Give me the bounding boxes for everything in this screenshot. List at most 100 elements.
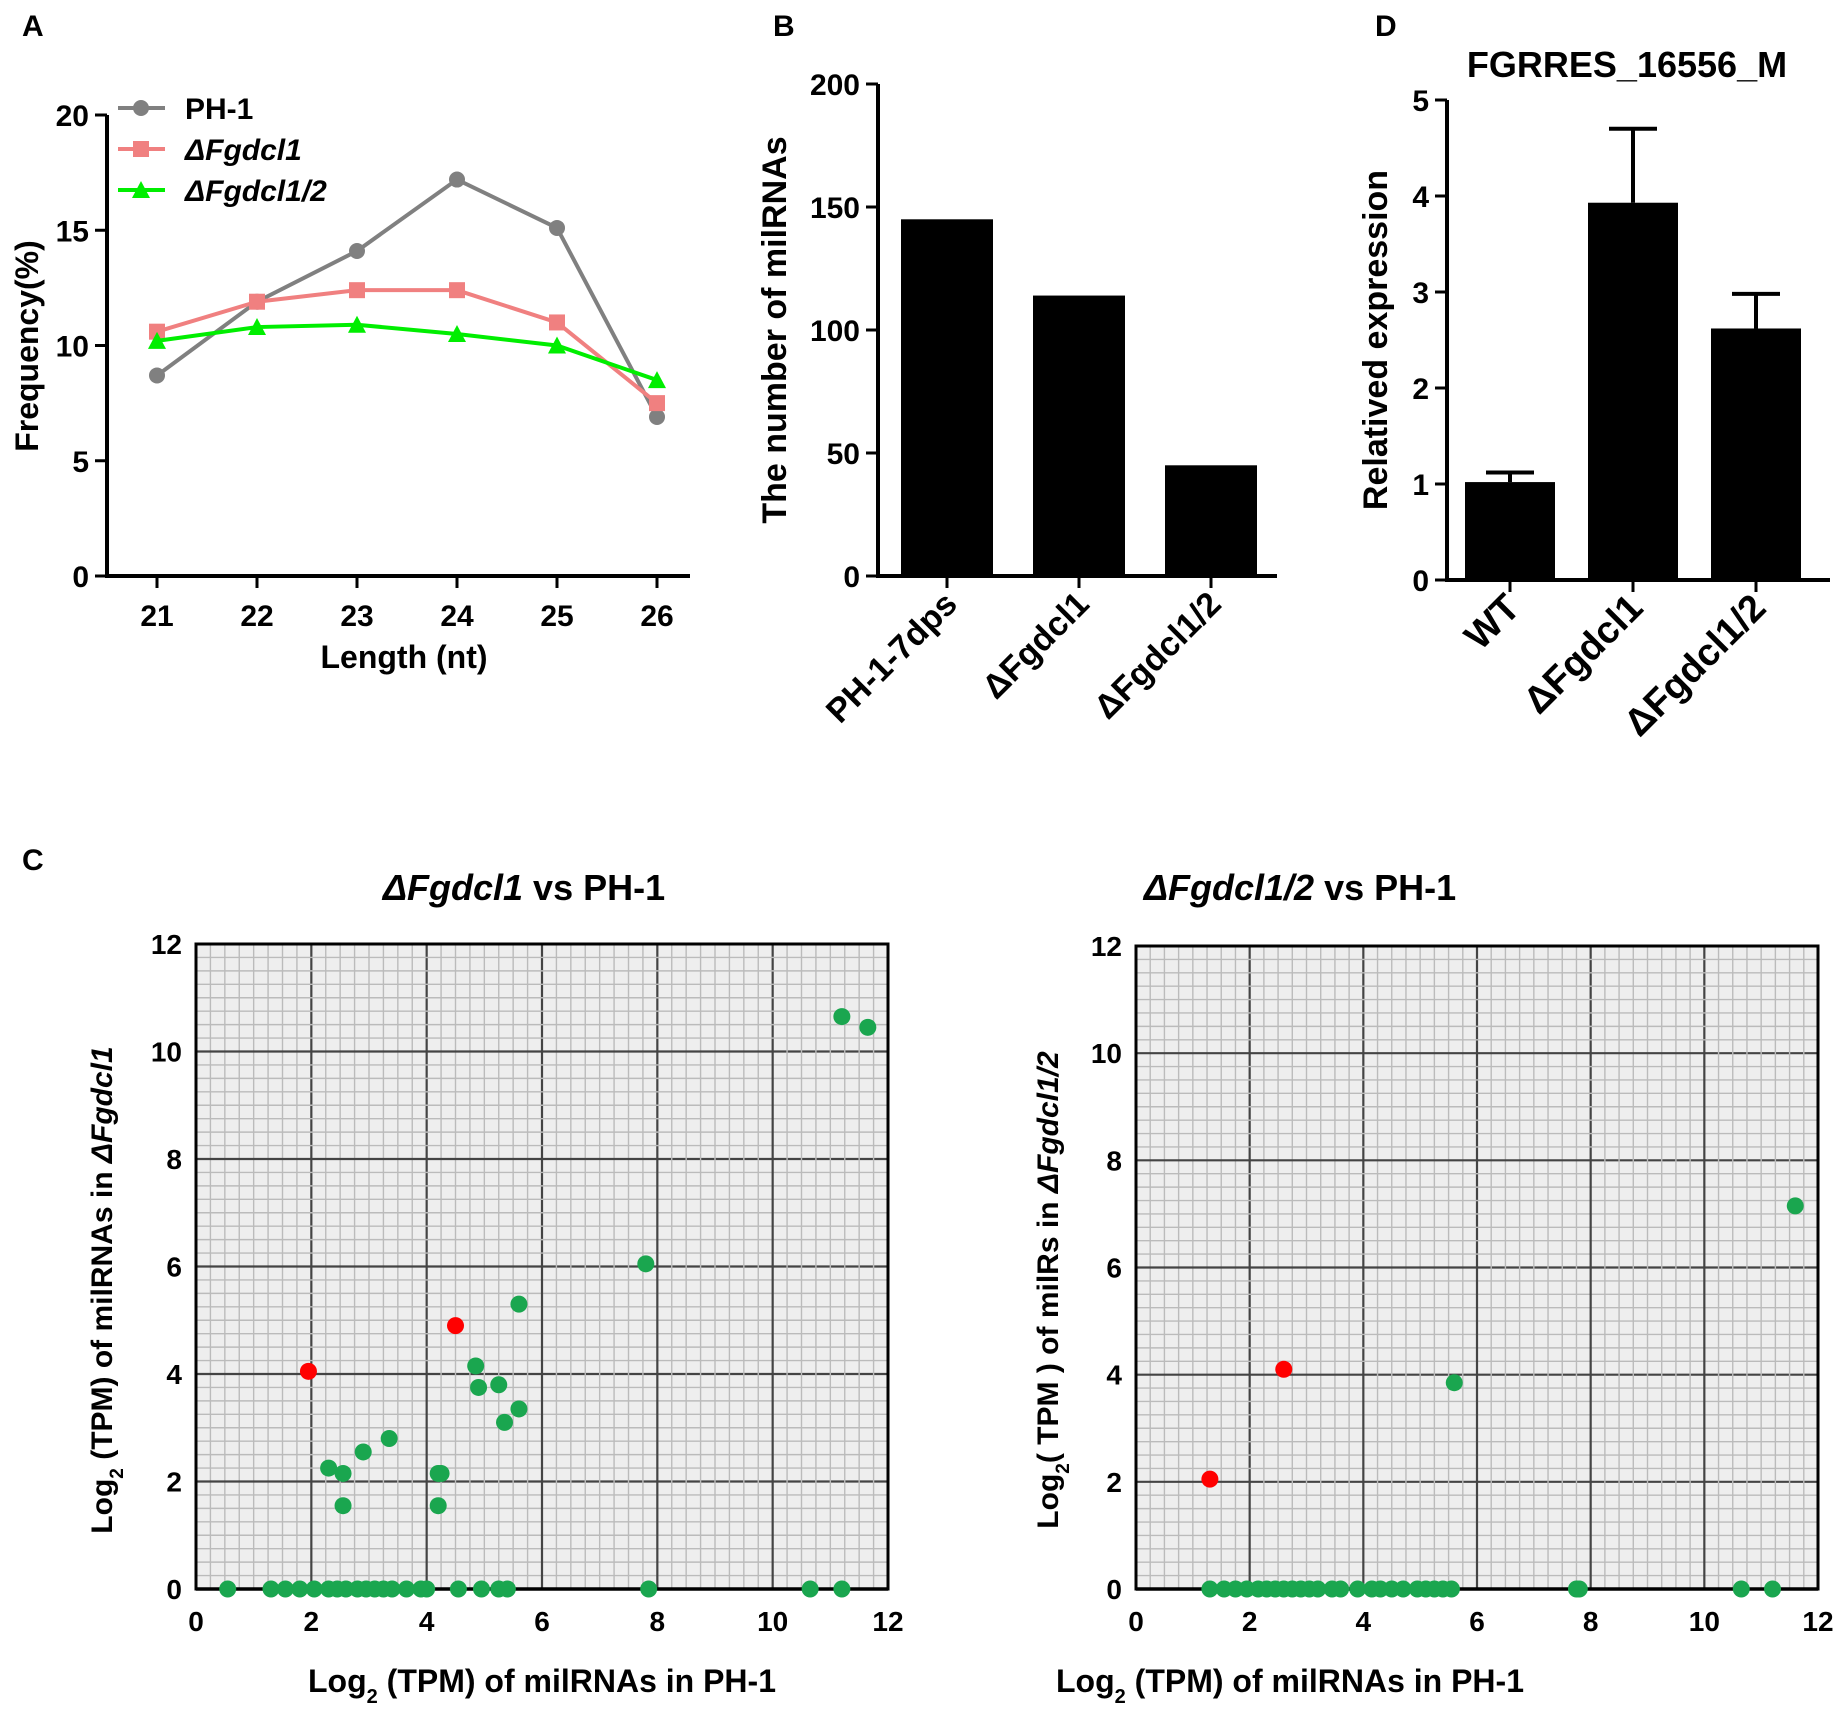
y-axis-title-prefix: (TPM) of milRNAs in — [86, 1163, 119, 1468]
scatter-point — [637, 1255, 655, 1273]
scatter-point — [472, 1580, 490, 1598]
scatter-point — [490, 1376, 508, 1394]
x-tick-label: 23 — [340, 600, 373, 633]
scatter-point — [833, 1008, 851, 1026]
y-tick-label: 10 — [151, 1037, 182, 1068]
scatter-point — [397, 1580, 415, 1598]
x-axis-title: Length (nt) — [320, 639, 487, 675]
x-tick-label: 10 — [757, 1606, 788, 1637]
scatter-point — [305, 1580, 323, 1598]
scatter-point — [833, 1580, 851, 1598]
y-tick-label: 4 — [1412, 181, 1429, 214]
bar — [1588, 202, 1678, 580]
scatter-point — [640, 1580, 658, 1598]
y-tick-label: 3 — [1412, 277, 1429, 310]
grid — [1134, 944, 1820, 1591]
scatter-point — [219, 1580, 237, 1598]
legend: PH-1 ΔFgdcl1 ΔFgdcl1/2 — [118, 93, 327, 208]
scatter-point — [291, 1580, 309, 1598]
x-tick-label: WT — [1457, 587, 1528, 658]
x-tick-label: 21 — [140, 600, 173, 633]
data-point — [149, 323, 165, 340]
panel-label-a: A — [22, 10, 44, 43]
points — [219, 1008, 877, 1598]
scatter-point — [354, 1443, 372, 1461]
scatter-point — [334, 1464, 352, 1482]
legend-label: ΔFgdcl1/2 — [184, 175, 327, 208]
data-point — [649, 408, 665, 425]
y-tick-label: 2 — [1106, 1467, 1122, 1498]
x-axis-title: Log2 (TPM) of milRNAs in PH-1 — [308, 1663, 776, 1708]
scatter-point — [467, 1357, 485, 1375]
y-tick-label: 1 — [1412, 469, 1429, 502]
scatter-point — [859, 1018, 877, 1036]
series-line — [156, 288, 659, 405]
y-axis-title: Frequency(%) — [9, 240, 45, 452]
legend-marker — [133, 100, 149, 116]
x-tick-label: 12 — [1802, 1606, 1833, 1637]
chart-title-italic: ΔFgdcl1/2 — [1142, 867, 1314, 908]
y-tick-label: 0 — [166, 1574, 182, 1605]
scatter-point — [470, 1378, 488, 1396]
ticks: 0 2 4 6 8 10 12 0 2 4 6 8 10 12 — [1091, 931, 1834, 1637]
scatter-point — [1442, 1580, 1460, 1598]
data-point — [548, 336, 566, 354]
data-point — [448, 324, 466, 342]
y-axis-title: The number of milRNAs — [756, 136, 794, 523]
data-point — [249, 293, 265, 310]
scatter-point — [320, 1459, 338, 1477]
y-axis-title-italic: ΔFgdcl1/2 — [1032, 1051, 1065, 1194]
data-point — [549, 314, 565, 331]
x-tick-label: 4 — [1356, 1606, 1372, 1637]
scatter-point-red — [299, 1362, 317, 1380]
bar — [1165, 465, 1257, 576]
y-tick-label: 15 — [56, 215, 89, 248]
chart-title: FGRRES_16556_M — [1467, 44, 1787, 85]
series-1 — [149, 171, 665, 425]
legend-marker — [132, 181, 150, 198]
scatter-point — [432, 1464, 450, 1482]
scatter-point — [334, 1497, 352, 1515]
y-tick-label: 12 — [1091, 931, 1122, 962]
y-tick-label: 4 — [1106, 1360, 1122, 1391]
scatter-point — [262, 1580, 280, 1598]
data-point — [449, 171, 465, 188]
x-tick-label: ΔFgdcl1/2 — [1087, 585, 1229, 727]
y-tick-label: 6 — [166, 1252, 182, 1283]
data-point — [549, 219, 565, 236]
y-tick-label: 0 — [1106, 1574, 1122, 1605]
bar — [1465, 482, 1555, 580]
y-axis-title: Log2 (TPM) of milRNAs in ΔFgdcl1 — [86, 1046, 128, 1533]
series-2 — [149, 282, 665, 412]
y-tick-label: 200 — [810, 69, 860, 102]
chart-title-rest: vs PH-1 — [1314, 867, 1456, 908]
x-tick-label: 6 — [1469, 1606, 1485, 1637]
ticks: 0 2 4 6 8 10 12 0 2 4 6 8 10 12 — [151, 929, 904, 1637]
y-tick-label: 5 — [72, 446, 89, 479]
scatter-point — [1332, 1580, 1350, 1598]
scatter-point — [1309, 1580, 1327, 1598]
scatter-point — [498, 1580, 516, 1598]
scatter-point — [801, 1580, 819, 1598]
series-line — [155, 177, 659, 418]
scatter-chart-c1: ΔFgdcl1 vs PH-1 0 2 4 6 8 10 12 0 2 4 6 8 10 12 Log2 … — [86, 867, 904, 1708]
panel-label-d: D — [1375, 10, 1397, 43]
y-tick-label: 2 — [1412, 373, 1429, 406]
x-tick-label: PH-1-7dps — [819, 585, 965, 731]
x-tick-label: 2 — [1242, 1606, 1258, 1637]
scatter-point — [429, 1497, 447, 1515]
x-tick-label: 0 — [1128, 1606, 1144, 1637]
y-tick-label: 10 — [1091, 1038, 1122, 1069]
x-tick-label: 25 — [540, 600, 573, 633]
y-tick-label: 100 — [810, 315, 860, 348]
y-tick-label: 4 — [166, 1359, 182, 1390]
scatter-point — [276, 1580, 294, 1598]
scatter-point — [510, 1295, 528, 1313]
x-tick-label: 12 — [872, 1606, 903, 1637]
x-tick-label: 10 — [1689, 1606, 1720, 1637]
y-axis-title-prefix: ( TPM ) of milRs in — [1032, 1193, 1065, 1463]
y-tick-label: 0 — [1412, 565, 1429, 598]
scatter-point — [383, 1580, 401, 1598]
scatter-point — [510, 1400, 528, 1418]
